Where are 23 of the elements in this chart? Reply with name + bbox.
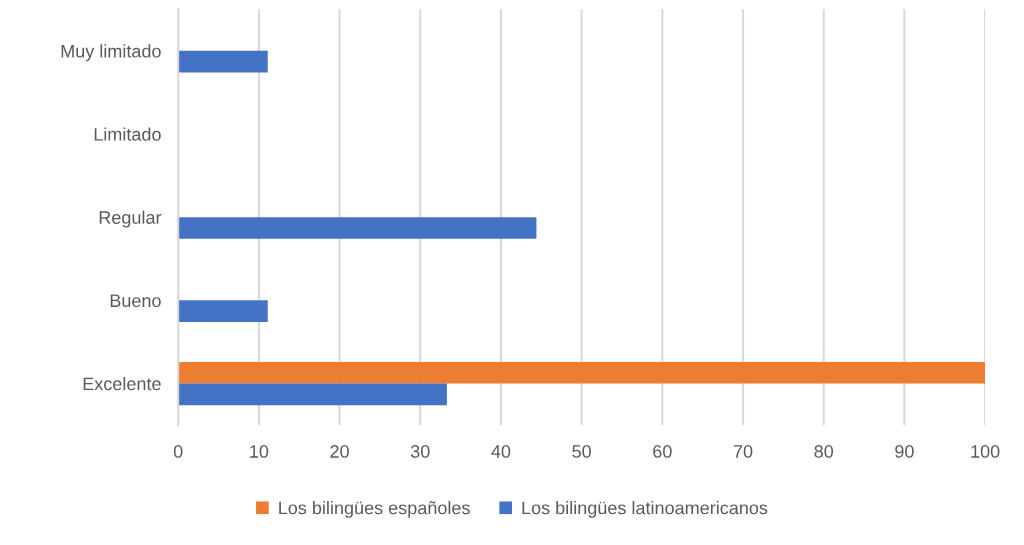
y-tick-label: Limitado — [94, 127, 161, 141]
x-tick-label: 20 — [330, 445, 349, 458]
x-tick-label: 0 — [173, 445, 183, 458]
bar — [178, 383, 447, 406]
legend-label: Los bilingües españoles — [279, 501, 470, 518]
x-tick-label: 100 — [971, 445, 1000, 458]
legend-label: Los bilingües latinoamericanos — [522, 501, 768, 518]
bar — [178, 50, 268, 73]
x-tick-label: 10 — [250, 445, 269, 458]
bar — [178, 300, 268, 322]
x-tick-label: 40 — [491, 445, 511, 458]
x-tick-label: 30 — [410, 445, 430, 458]
bar — [178, 361, 986, 384]
y-tick-label: Bueno — [110, 294, 161, 308]
x-tick-label: 50 — [572, 445, 591, 458]
x-tick-label: 80 — [814, 445, 834, 458]
x-tick-label: 70 — [733, 445, 753, 458]
y-tick-label: Excelente — [83, 376, 161, 391]
y-tick-label: Regular — [99, 210, 162, 228]
bar — [178, 217, 537, 239]
x-tick-label: 60 — [653, 445, 672, 458]
x-tick-label: 90 — [895, 445, 914, 458]
y-tick-label: Muy limitado — [61, 44, 161, 62]
